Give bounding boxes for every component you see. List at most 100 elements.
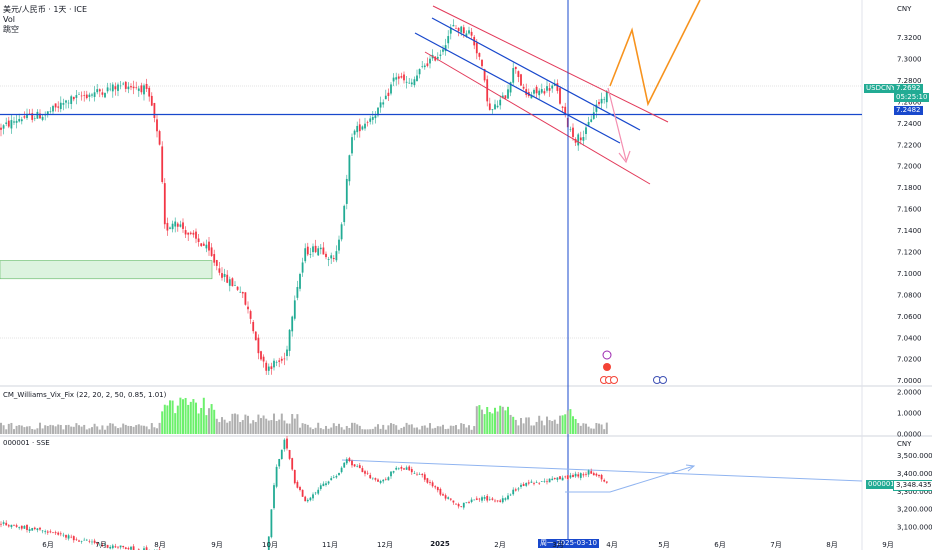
vix-bar [49,424,52,434]
usdcny-candle-body [174,221,177,227]
usdcny-candle-body [408,82,411,84]
vix-bar [585,423,587,434]
price-axis-usdcny[interactable]: 7.3200 7.3000 7.2800 7.2600 7.2400 7.2200 7.20… [897,34,922,385]
time-tick-label: 7月 [770,541,782,549]
price-axis-vix[interactable]: 2.0000 1.0000 0.0000 [897,389,922,439]
usdcny-candle-body [106,87,109,92]
vix-bar [15,425,18,434]
usdcny-candle-body [156,119,158,132]
vix-bar [483,414,486,434]
sse-candle-body [418,474,421,475]
vix-bar [590,428,593,434]
usdcny-symbol-tag: USDCNY [864,84,898,93]
vix-bar [488,412,491,434]
usdcny-candle-body [62,103,65,105]
vix-bar [351,422,353,434]
vix-bar [395,425,398,434]
usdcny-candle-body [200,243,203,246]
vix-bar [10,422,13,434]
usdcny-candle-body [486,79,489,102]
usdcny-candle-body [127,86,130,90]
event-us-flag-icon [610,376,618,384]
vix-bar [403,426,405,434]
usdcny-candle-body [2,125,5,129]
usdcny-candle-body [374,115,377,119]
vix-bar [52,425,54,434]
usdcny-candle-body [114,86,117,90]
vix-bar [267,420,270,434]
vix-bar [127,425,130,434]
usdcny-candle-body [382,102,385,105]
usdcny-candle-body [182,222,184,229]
usdcny-candle-body [504,95,507,99]
vix-bar [218,422,221,434]
sse-candle-body [13,525,15,527]
sse-candle-body [101,544,104,547]
chart-drawings[interactable] [0,0,863,540]
sse-candle-body [20,525,23,529]
usdcny-candle-body [299,274,301,289]
vix-bar [392,423,395,434]
usdcny-candle-body [171,223,174,230]
vix-bar [595,422,598,434]
usdcny-candle-body [197,238,200,243]
vix-bar [57,424,60,434]
vix-bar [283,420,286,434]
vix-bar [377,424,379,434]
sse-candle-body [540,481,543,482]
usdcny-candle-body [33,118,36,119]
vix-bar [93,423,96,434]
gap-label[interactable]: 跳空 [3,25,19,34]
usdcny-candle-body [179,224,182,227]
vix-indicator-label[interactable]: CM_Williams_Vix_Fix (22, 20, 2, 50, 0.85… [3,391,167,399]
usdcny-candle-body [202,243,205,246]
vix-bar [379,428,382,434]
usdcny-candle-body [72,96,75,100]
usdcny-candle-body [452,24,455,27]
sse-symbol-tag: 000001 [866,480,897,489]
vix-bar [215,418,218,434]
sse-candle-body [83,539,86,541]
usdcny-candle-body [465,33,468,37]
sse-candle-body [590,471,593,474]
sse-candle-body [421,474,424,476]
symbol-line[interactable]: 美元/人民币 · 1天 · ICE [3,5,88,14]
vix-bar [192,399,195,434]
sse-candle-body [78,540,80,542]
sse-symbol-label[interactable]: 000001 · SSE [3,439,50,447]
vix-bar [322,429,325,434]
usdcny-candle-body [257,337,260,354]
usdcny-candle-body [439,54,442,56]
usdcny-candle-body [145,83,148,89]
sse-candle-body [559,476,561,480]
sse-candle-body [46,531,49,533]
vix-bar [494,407,496,434]
vix-bar [20,425,23,434]
time-tick-label: 2025 [430,540,450,548]
price-axis-sse[interactable]: 3,500.0000 3,400.0000 3,300.0000 3,200.0000… [897,452,932,531]
vix-bar [551,421,554,434]
usdcny-candle-body [275,362,278,364]
sse-candle-body [564,476,567,478]
vol-label[interactable]: Vol [3,15,15,24]
usdcny-candle-body [569,129,572,130]
sse-candle-body [23,525,26,529]
sse-candle-body [54,532,57,534]
usdcny-candle-body [564,106,567,115]
vix-bar [189,401,192,434]
usdcny-candle-body [551,85,554,89]
sse-candle-body [296,481,299,488]
usdcny-candle-body [226,274,229,283]
usdcny-candle-body [598,102,600,105]
sse-candle-body [577,474,580,477]
sse-candle-body [408,466,411,471]
sse-candle-body [111,545,114,549]
sse-candle-body [496,500,499,502]
sse-candle-body [525,482,528,486]
sse-candle-body [481,497,483,501]
usdcny-candle-body [208,241,210,251]
vix-bar [241,420,244,434]
chart-legend[interactable]: 美元/人民币 · 1天 · ICE Vol 跳空 [3,5,87,35]
usdcny-candle-body [379,102,382,108]
